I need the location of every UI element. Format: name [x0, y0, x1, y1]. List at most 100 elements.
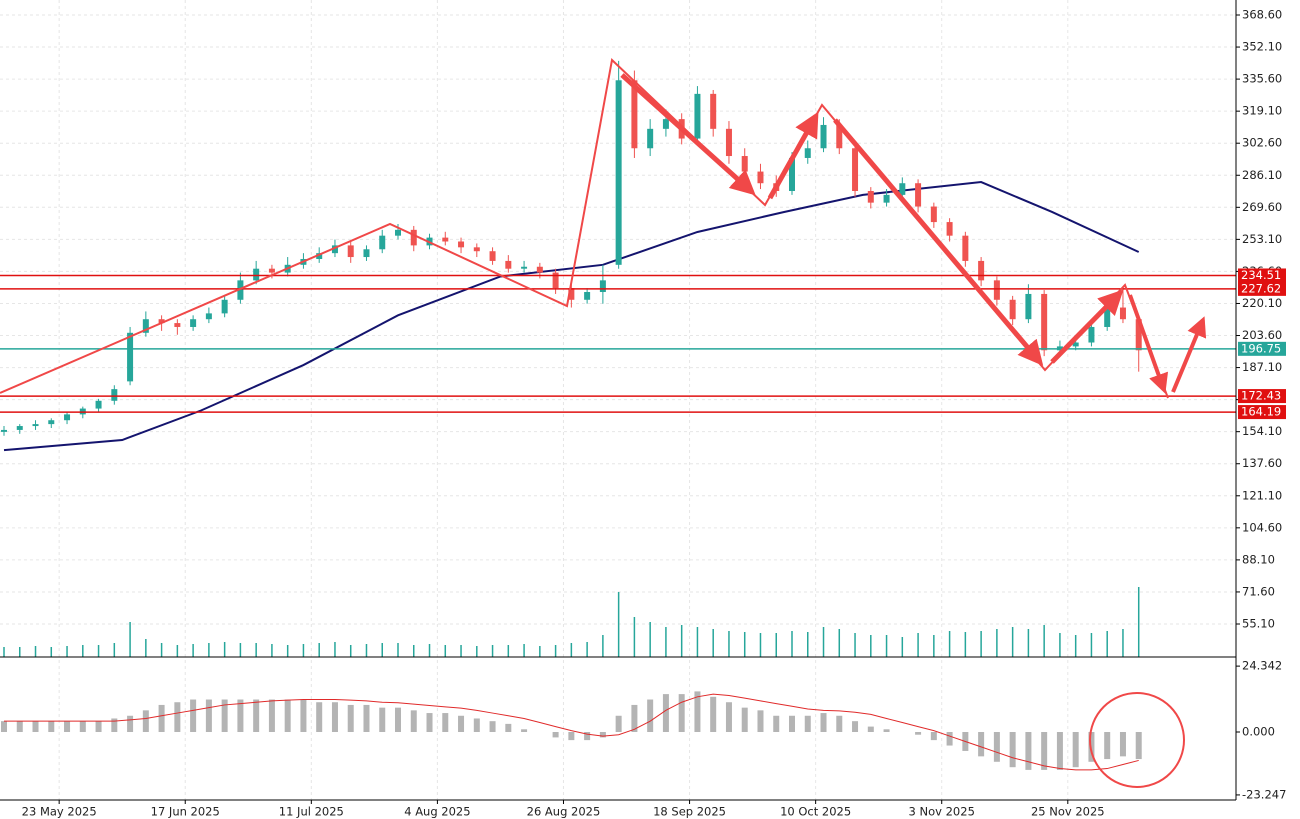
macd-bar	[1119, 732, 1126, 757]
level-label: 172.43	[1241, 389, 1281, 403]
candle-body	[536, 266, 543, 273]
candle-body	[16, 426, 23, 430]
y-tick-label: 121.10	[1242, 488, 1282, 502]
x-tick-label: 3 Nov 2025	[909, 805, 975, 819]
macd-bar	[426, 713, 433, 733]
x-tick-label: 25 Nov 2025	[1031, 805, 1105, 819]
level-label-bg	[1238, 405, 1286, 420]
macd-bar	[789, 715, 795, 733]
y-tick-label: 352.10	[1242, 40, 1282, 54]
x-tick-label: 18 Sep 2025	[653, 805, 726, 819]
macd-bar	[95, 721, 102, 733]
arrow	[620, 73, 756, 196]
candle-body	[347, 245, 354, 258]
macd-bar	[190, 699, 197, 733]
macd-bar	[678, 694, 685, 733]
macd-bar	[379, 707, 386, 733]
candle-body	[316, 253, 323, 259]
candle-body	[253, 268, 260, 281]
candle-body	[489, 251, 496, 261]
macd-bar	[316, 702, 323, 733]
macd-bar	[647, 699, 654, 733]
macd-bar	[505, 723, 512, 733]
candle-body	[1104, 307, 1111, 327]
macd-bar	[599, 732, 606, 738]
y-tick-label: 154.10	[1242, 424, 1282, 438]
x-tick-label: 17 Jun 2025	[151, 805, 220, 819]
level-label: 196.75	[1241, 341, 1281, 355]
macd-bar	[268, 699, 275, 733]
candle-body	[930, 206, 937, 223]
candle-body	[662, 119, 669, 129]
macd-bar	[1056, 732, 1063, 770]
candle-body	[915, 183, 922, 207]
arrow	[767, 111, 819, 200]
candle-body	[64, 414, 71, 421]
macd-bar	[615, 715, 622, 733]
macd-bar	[300, 699, 307, 733]
level-label: 164.19	[1241, 405, 1281, 419]
macd-bar	[978, 732, 985, 757]
y-tick-label: 88.10	[1242, 552, 1275, 566]
macd-bar	[442, 713, 449, 733]
level-label: 234.51	[1241, 268, 1281, 282]
candle-body	[615, 80, 622, 265]
macd-bar	[568, 732, 575, 741]
candle-body	[978, 260, 985, 281]
y-tick-label: 302.60	[1242, 136, 1282, 150]
candle-body	[694, 93, 701, 139]
x-tick-label: 4 Aug 2025	[404, 805, 470, 819]
candle-body	[142, 319, 149, 333]
macd-bar	[174, 702, 181, 733]
y-tick-label: 71.60	[1242, 584, 1275, 598]
macd-bar	[158, 704, 165, 733]
macd-bar	[347, 704, 354, 733]
macd-bar	[363, 704, 370, 733]
candle-body	[331, 245, 338, 254]
candle-body	[883, 194, 890, 203]
macd-bar	[757, 710, 764, 733]
macd-y-tick-label: -23.247	[1242, 787, 1286, 801]
candle-body	[458, 241, 465, 248]
level-label-bg	[1238, 341, 1286, 356]
candle-body	[804, 148, 811, 158]
macd-bar	[79, 721, 86, 733]
y-tick-label: 335.60	[1242, 72, 1282, 86]
macd-bar	[1135, 732, 1142, 760]
macd-bar	[48, 721, 55, 733]
y-tick-label: 203.60	[1242, 328, 1282, 342]
macd-bar	[710, 696, 717, 733]
candle-body	[789, 157, 795, 191]
y-tick-label: 55.10	[1242, 616, 1275, 630]
candle-body	[174, 323, 181, 327]
volume-layer	[3, 587, 1140, 657]
candle-body	[552, 272, 559, 289]
macd-bar	[1041, 732, 1048, 770]
level-label-bg	[1238, 268, 1286, 283]
candle-body	[741, 156, 748, 172]
candle-body	[1025, 293, 1032, 320]
candle-body	[268, 268, 275, 273]
x-tick-label: 11 Jul 2025	[279, 805, 344, 819]
macd-bar	[820, 713, 827, 733]
arrow	[1128, 294, 1169, 394]
candle-body	[993, 280, 1000, 300]
level-label: 227.62	[1241, 281, 1281, 295]
macd-bar	[521, 729, 528, 733]
macd-bar	[930, 732, 937, 741]
candle-body	[379, 235, 386, 250]
candle-body	[1072, 342, 1079, 347]
candle-body	[221, 299, 228, 314]
macd-bar	[253, 699, 260, 733]
macd-bar	[237, 699, 244, 733]
macd-bar	[32, 721, 39, 733]
x-tick-label: 23 May 2025	[22, 805, 97, 819]
arrow	[1171, 316, 1207, 393]
macd-bar	[993, 732, 1000, 762]
macd-y-tick-label: 24.342	[1242, 659, 1282, 673]
macd-bar	[473, 718, 480, 733]
candle-body	[442, 237, 449, 242]
level-label-bg	[1238, 389, 1286, 404]
